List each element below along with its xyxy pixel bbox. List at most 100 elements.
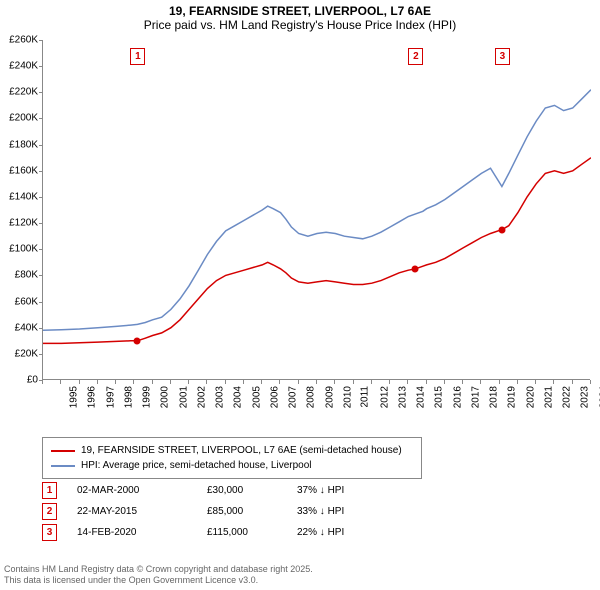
x-tick xyxy=(279,380,280,384)
y-tick xyxy=(39,223,43,224)
x-axis-label: 2021 xyxy=(543,386,554,408)
event-date: 02-MAR-2000 xyxy=(77,485,207,496)
x-axis-label: 2001 xyxy=(178,386,189,408)
x-tick xyxy=(152,380,153,384)
legend-item: HPI: Average price, semi-detached house,… xyxy=(51,458,413,473)
x-axis-label: 2010 xyxy=(342,386,353,408)
y-axis-label: £240K xyxy=(9,61,38,72)
y-axis-label: £80K xyxy=(15,270,38,281)
y-axis-label: £20K xyxy=(15,348,38,359)
x-tick xyxy=(517,380,518,384)
chart-title-line1: 19, FEARNSIDE STREET, LIVERPOOL, L7 6AE xyxy=(0,0,600,18)
event-diff: 22% ↓ HPI xyxy=(297,527,344,538)
x-axis-label: 2015 xyxy=(434,386,445,408)
event-dot xyxy=(412,265,419,272)
x-tick xyxy=(371,380,372,384)
x-tick xyxy=(480,380,481,384)
x-tick xyxy=(353,380,354,384)
x-axis-label: 2006 xyxy=(269,386,280,408)
x-axis-label: 2014 xyxy=(415,386,426,408)
x-axis-label: 2008 xyxy=(306,386,317,408)
event-row: 222-MAY-2015£85,00033% ↓ HPI xyxy=(42,501,344,522)
x-tick xyxy=(444,380,445,384)
event-marker: 2 xyxy=(408,48,423,65)
x-tick xyxy=(133,380,134,384)
x-axis-label: 2012 xyxy=(379,386,390,408)
x-axis-label: 2002 xyxy=(196,386,207,408)
x-tick xyxy=(79,380,80,384)
x-tick xyxy=(553,380,554,384)
event-date: 14-FEB-2020 xyxy=(77,527,207,538)
y-tick xyxy=(39,145,43,146)
x-axis-label: 2007 xyxy=(287,386,298,408)
event-price: £115,000 xyxy=(207,527,297,538)
event-marker: 1 xyxy=(130,48,145,65)
y-tick xyxy=(39,302,43,303)
y-tick xyxy=(39,40,43,41)
x-tick xyxy=(316,380,317,384)
x-tick xyxy=(499,380,500,384)
x-axis-label: 2022 xyxy=(561,386,572,408)
event-price: £85,000 xyxy=(207,506,297,517)
chart-area: 123 £0£20K£40K£60K£80K£100K£120K£140K£16… xyxy=(42,40,590,400)
x-tick xyxy=(389,380,390,384)
event-marker: 3 xyxy=(495,48,510,65)
x-tick xyxy=(334,380,335,384)
x-axis-label: 2019 xyxy=(507,386,518,408)
y-axis-label: £120K xyxy=(9,218,38,229)
event-dot xyxy=(498,226,505,233)
legend-item: 19, FEARNSIDE STREET, LIVERPOOL, L7 6AE … xyxy=(51,443,413,458)
event-price: £30,000 xyxy=(207,485,297,496)
series-hpi xyxy=(43,90,591,331)
event-date: 22-MAY-2015 xyxy=(77,506,207,517)
footer-line1: Contains HM Land Registry data © Crown c… xyxy=(4,564,313,575)
event-number-box: 2 xyxy=(42,503,57,520)
x-tick xyxy=(170,380,171,384)
y-axis-label: £220K xyxy=(9,87,38,98)
x-axis-label: 2011 xyxy=(360,386,371,408)
x-tick xyxy=(298,380,299,384)
legend-label: 19, FEARNSIDE STREET, LIVERPOOL, L7 6AE … xyxy=(81,443,402,458)
y-tick xyxy=(39,66,43,67)
y-axis-label: £160K xyxy=(9,165,38,176)
x-axis-label: 1995 xyxy=(68,386,79,408)
events-table: 1 02-MAR-2000£30,00037% ↓ HPI 2 22-MAY-2015… xyxy=(42,480,344,543)
y-axis-label: £0 xyxy=(27,375,38,386)
event-number-box: 3 xyxy=(42,524,57,541)
y-axis-label: £140K xyxy=(9,191,38,202)
x-axis-label: 2016 xyxy=(452,386,463,408)
y-tick xyxy=(39,118,43,119)
x-tick xyxy=(261,380,262,384)
x-tick xyxy=(572,380,573,384)
y-tick xyxy=(39,171,43,172)
x-axis-label: 2000 xyxy=(160,386,171,408)
y-axis-label: £200K xyxy=(9,113,38,124)
x-tick xyxy=(462,380,463,384)
x-axis-label: 2013 xyxy=(397,386,408,408)
plot-svg xyxy=(43,40,591,380)
x-tick xyxy=(590,380,591,384)
x-axis-label: 2018 xyxy=(488,386,499,408)
y-tick xyxy=(39,92,43,93)
x-axis-label: 2020 xyxy=(525,386,536,408)
series-price_paid xyxy=(43,158,591,344)
x-tick xyxy=(206,380,207,384)
x-tick xyxy=(225,380,226,384)
x-tick xyxy=(188,380,189,384)
y-tick xyxy=(39,275,43,276)
x-axis-label: 1996 xyxy=(87,386,98,408)
event-row: 3 14-FEB-2020£115,00022% ↓ HPI xyxy=(42,522,344,543)
y-tick xyxy=(39,328,43,329)
plot-region: 1 2 3 xyxy=(42,40,590,380)
y-axis-label: £40K xyxy=(15,322,38,333)
legend-swatch xyxy=(51,465,75,467)
legend: 19, FEARNSIDE STREET, LIVERPOOL, L7 6AE … xyxy=(42,437,422,479)
x-axis-label: 2009 xyxy=(324,386,335,408)
event-number-box: 1 xyxy=(42,482,57,499)
x-tick xyxy=(407,380,408,384)
x-axis-label: 2005 xyxy=(251,386,262,408)
x-tick xyxy=(42,380,43,384)
event-diff: 37% ↓ HPI xyxy=(297,485,344,496)
chart-title-line2: Price paid vs. HM Land Registry's House … xyxy=(0,18,600,34)
event-row: 1 02-MAR-2000£30,00037% ↓ HPI xyxy=(42,480,344,501)
